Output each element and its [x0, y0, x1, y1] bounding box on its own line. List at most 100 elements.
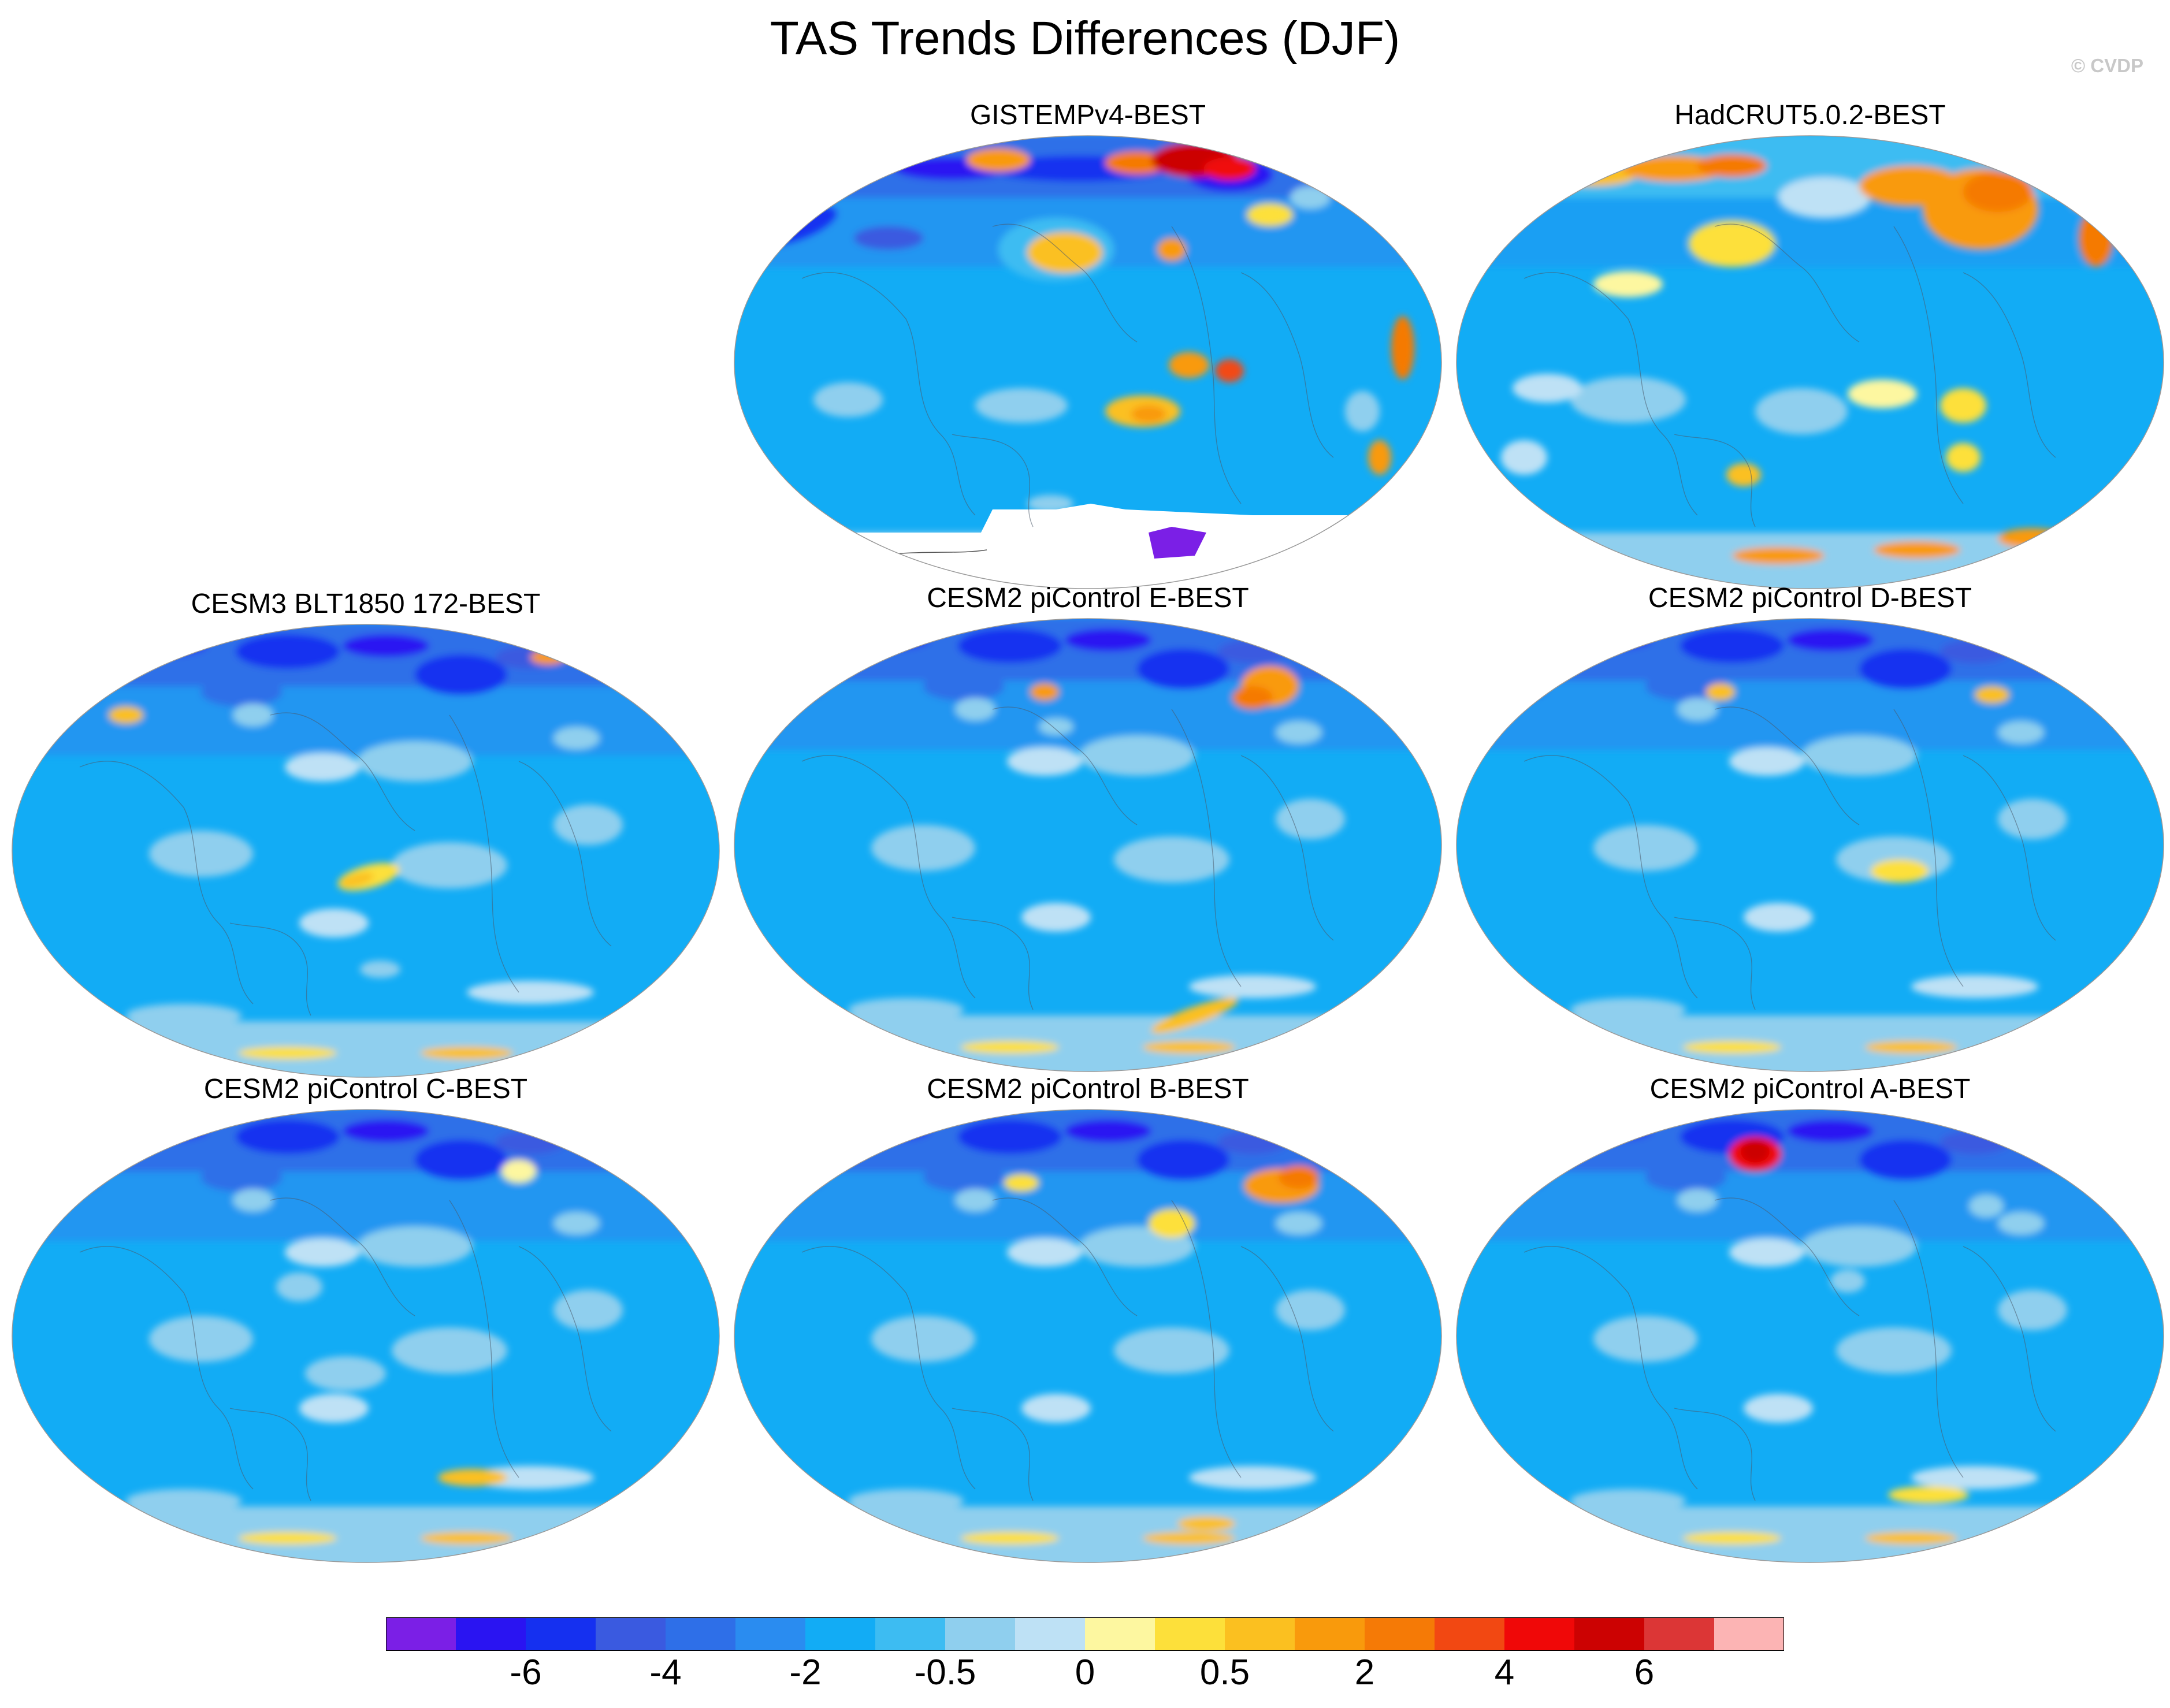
anomaly-patch: [1030, 683, 1059, 701]
map-outline: [734, 135, 1442, 589]
colorbar-swatch: [456, 1617, 526, 1651]
anomaly-patch: [854, 226, 923, 250]
anomaly-patch: [958, 1119, 1062, 1154]
anomaly-patch: [1570, 377, 1686, 423]
anomaly-patch: [1169, 352, 1209, 378]
coastline: [270, 1197, 415, 1316]
coastline: [518, 761, 612, 947]
panel-cesm2d: CESM2 piControl D-BEST: [1455, 582, 2165, 1073]
coastline: [518, 1246, 612, 1432]
anomaly-patch: [1131, 405, 1166, 423]
anomaly-patch: [299, 909, 369, 937]
anomaly-patch: [103, 1121, 207, 1141]
anomaly-patch: [1114, 1327, 1229, 1374]
anomaly-patch: [1677, 1189, 1718, 1212]
anomaly-patch: [955, 698, 995, 721]
colorbar-swatch: [875, 1617, 946, 1651]
coastline: [1524, 272, 1698, 516]
anomaly-patch: [149, 1316, 253, 1362]
anomaly-patch: [1065, 628, 1151, 652]
colorbar-label: -0.5: [914, 1653, 976, 1692]
anomaly-patch: [1007, 1238, 1082, 1267]
anomaly-patch: [1021, 903, 1091, 932]
anomaly-patch: [1570, 1489, 1686, 1512]
anomaly-patch: [1149, 1209, 1195, 1238]
coastline: [1714, 224, 1860, 343]
colorbar-label: 2: [1354, 1653, 1375, 1692]
colorbar-swatch: [386, 1617, 456, 1651]
anomaly-patch: [467, 981, 594, 1004]
anomaly-patch: [181, 1056, 244, 1067]
anomaly-patch: [360, 961, 400, 978]
anomaly-patch: [805, 553, 891, 570]
panel-title: CESM3 BLT1850 172-BEST: [191, 589, 541, 619]
anomaly-patch: [1865, 1532, 1957, 1545]
panel-cesm2b: CESM2 piControl B-BEST: [733, 1073, 1443, 1564]
coastline: [229, 922, 311, 1016]
anomaly-patch: [1143, 1041, 1235, 1054]
anomaly-patch: [276, 1272, 322, 1301]
colorbar-swatch: [945, 1617, 1016, 1651]
coastline: [801, 272, 976, 516]
polar-band-south: [734, 1506, 1441, 1562]
anomaly-patch: [903, 1051, 967, 1061]
colorbar-swatch: [1015, 1617, 1086, 1651]
colorbar-swatch: [1085, 1617, 1155, 1651]
anomaly-patch: [392, 842, 507, 888]
anomaly-patch: [299, 1394, 369, 1423]
anomaly-patch: [756, 1163, 825, 1192]
colorbar-label: -2: [789, 1653, 822, 1692]
map-outline: [734, 618, 1442, 1072]
coastline: [992, 706, 1138, 825]
anomaly-patch: [1778, 177, 1871, 218]
anomaly-patch: [1478, 1163, 1547, 1192]
anomaly-patch: [871, 1316, 975, 1362]
colorbar-label: 0.5: [1199, 1653, 1250, 1692]
map-outline: [1456, 618, 2164, 1072]
anomaly-patch: [501, 1160, 536, 1183]
coastline: [801, 1246, 976, 1490]
anomaly-patch: [617, 1043, 652, 1052]
anomaly-patch: [1547, 630, 1651, 650]
map-hadcrut: [1456, 135, 2164, 589]
colorbar-swatch: [1574, 1617, 1645, 1651]
panel-title: HadCRUT5.0.2-BEST: [1674, 100, 1946, 131]
coastline: [79, 1246, 254, 1490]
anomaly-patch: [340, 872, 374, 887]
anomaly-patch: [1859, 1140, 1952, 1180]
anomaly-patch: [617, 1528, 652, 1537]
anomaly-patch: [1550, 163, 1637, 186]
colorbar-swatch: [1644, 1617, 1715, 1651]
anomaly-patch: [1079, 735, 1195, 776]
anomaly-patch: [1547, 1121, 1651, 1141]
panel-title: CESM2 piControl A-BEST: [1649, 1074, 1971, 1104]
anomaly-patch: [1741, 1140, 1770, 1163]
anomaly-patch: [1276, 799, 1345, 839]
figure-title: TAS Trends Differences (DJF): [770, 12, 1400, 65]
anomaly-patch: [1729, 747, 1804, 776]
anomaly-patch: [343, 634, 429, 657]
anomaly-patch: [2070, 183, 2110, 212]
anomaly-patch: [239, 1047, 337, 1059]
anomaly-patch: [415, 654, 507, 695]
anomaly-patch: [1865, 1041, 1957, 1054]
anomaly-patch: [233, 704, 273, 727]
coastline: [1240, 272, 1334, 458]
coastline: [1893, 709, 1964, 987]
anomaly-patch: [34, 1163, 103, 1192]
anomaly-patch: [1247, 203, 1293, 226]
coastline: [449, 1200, 519, 1478]
anomaly-patch: [1726, 463, 1761, 486]
anomaly-patch: [1368, 440, 1391, 475]
anomaly-patch: [825, 630, 929, 650]
anomaly-patch: [1290, 186, 1331, 209]
anomaly-patch: [1027, 232, 1102, 273]
anomaly-patch: [903, 1542, 967, 1552]
map-outline: [12, 1109, 720, 1563]
colorbar-swatch: [1504, 1617, 1575, 1651]
anomaly-patch: [1946, 443, 1981, 472]
anomaly-patch: [1027, 495, 1073, 512]
anomaly-patch: [1232, 686, 1273, 709]
map-outline: [1456, 135, 2164, 589]
panel-gistemp: GISTEMPv4-BEST: [733, 99, 1443, 590]
